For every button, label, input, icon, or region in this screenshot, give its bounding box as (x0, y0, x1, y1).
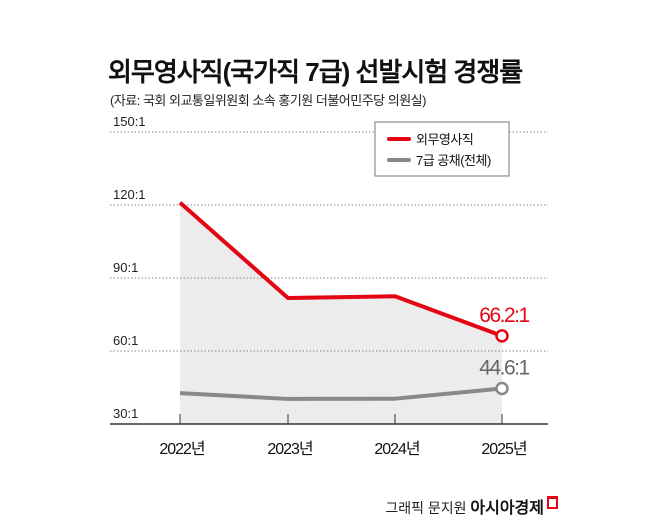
y-tick-label: 60:1 (113, 333, 138, 348)
x-tick-label: 2024년 (374, 440, 420, 458)
brand-logo: 아시아경제 (470, 500, 544, 517)
x-tick-label: 2023년 (267, 440, 313, 458)
data-point (495, 381, 509, 396)
credit-author: 그래픽 문지원 (385, 500, 467, 516)
legend-label: 7급 공채(전체) (416, 153, 491, 168)
data-label: 44.6:1 (479, 356, 529, 379)
x-tick-label: 2022년 (159, 440, 205, 458)
series-line (179, 386, 503, 401)
data-point (495, 329, 509, 343)
credit: 그래픽 문지원 아시아경제 (385, 494, 558, 518)
x-tick-label: 2025년 (481, 440, 527, 458)
chart-title: 외무영사직(국가직 7급) 선발시험 경쟁률 (108, 57, 523, 87)
y-tick-label: 30:1 (113, 406, 138, 421)
legend-label: 외무영사직 (416, 132, 473, 147)
y-tick-label: 90:1 (113, 260, 138, 275)
legend-box (374, 121, 510, 177)
y-tick-label: 120:1 (113, 187, 146, 202)
chart-source: (자료: 국회 외교통일위원회 소속 홍기원 더불어민주당 의원실) (110, 93, 426, 108)
area-fill (180, 202, 502, 424)
data-label: 66.2:1 (479, 304, 529, 327)
brand-mark-icon (547, 496, 558, 509)
y-tick-label: 150:1 (113, 114, 146, 129)
series-line (178, 201, 503, 338)
